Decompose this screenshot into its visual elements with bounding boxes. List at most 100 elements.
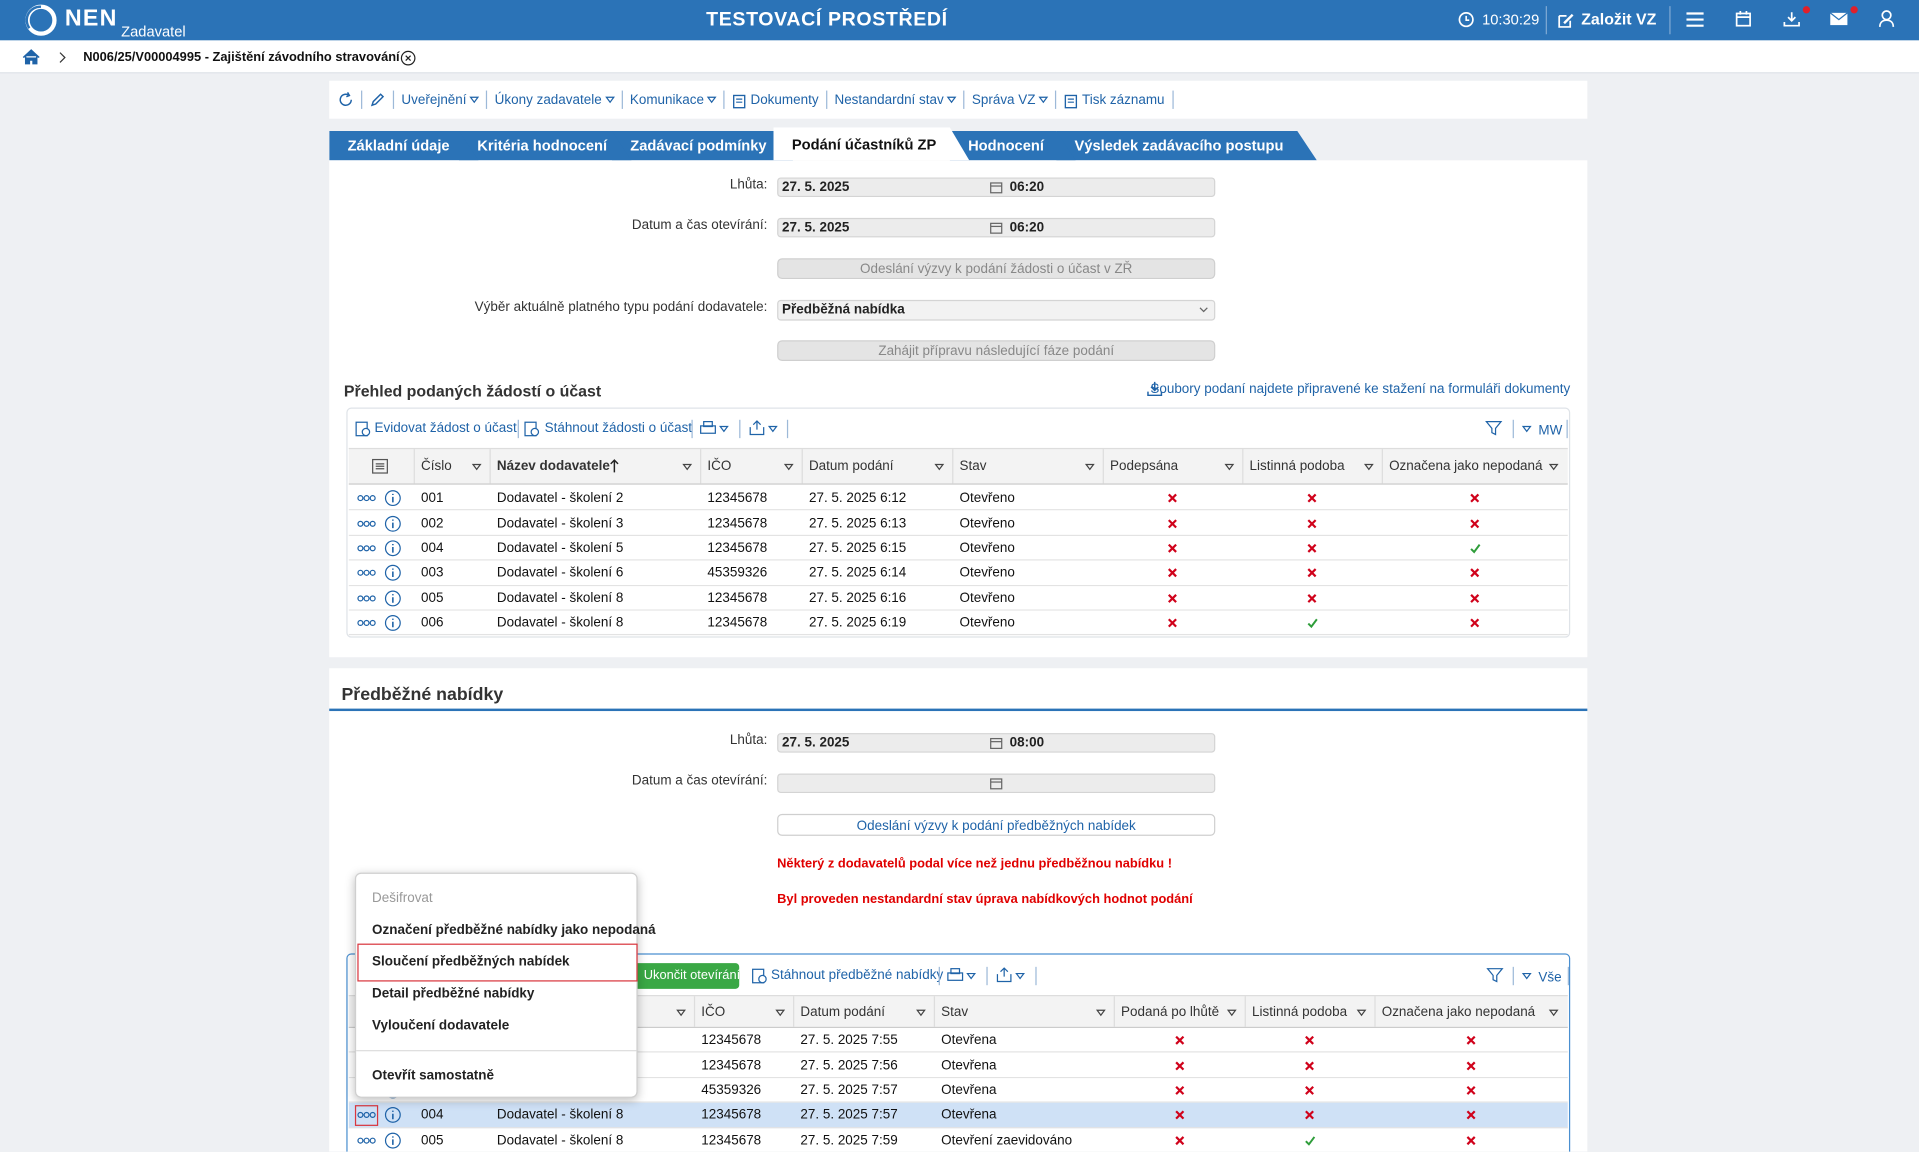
cell-text: 005 (421, 590, 444, 606)
menu-item: Dešifrovat (372, 890, 433, 906)
toolbar-label: Nestandardní stav (834, 92, 944, 108)
cross-mark (1466, 1061, 1475, 1070)
column-header: Datum podání (800, 1004, 885, 1019)
cell-text: 27. 5. 2025 6:12 (808, 490, 907, 506)
focus-outline (354, 1105, 379, 1127)
tab[interactable]: Podání účastníků ZP (773, 127, 969, 160)
action-link[interactable]: Stáhnout žádosti o účast (544, 421, 693, 436)
dropdown-arrow (1084, 463, 1095, 471)
tab-label[interactable]: Kritéria hodnocení (477, 137, 608, 155)
cross-mark (1174, 1061, 1184, 1070)
button-label[interactable]: Ukončit otevírání (643, 968, 741, 983)
divider (1545, 6, 1547, 35)
button[interactable] (777, 813, 1216, 836)
menu-icon (1686, 12, 1704, 27)
button[interactable] (777, 258, 1216, 280)
clock-time: 10:30:29 (1482, 11, 1540, 29)
column-divider (693, 996, 696, 1027)
field-label: Lhůta: (729, 733, 768, 748)
select (777, 299, 1216, 321)
menu-item[interactable]: Vyloučení dodavatele (372, 1018, 510, 1033)
input (777, 217, 1216, 238)
toolbar-item[interactable]: Správa VZ (965, 90, 1057, 109)
calendar-icon (990, 182, 1003, 194)
menu-item[interactable]: Označení předběžné nabídky jako nepodaná (372, 922, 656, 938)
dropdown-arrow (604, 96, 615, 104)
menu-item[interactable]: Sloučení předběžných nabídek (372, 954, 570, 970)
cross-mark (1307, 543, 1317, 553)
tab[interactable]: Základní údaje (329, 131, 478, 160)
cell-text: Otevřena (941, 1083, 997, 1098)
dropdown-arrow (783, 463, 794, 471)
cross-mark (1307, 518, 1317, 528)
filter-icon (1486, 968, 1504, 983)
dropdown-arrow (1226, 1009, 1237, 1016)
dropdown-arrow (719, 425, 729, 433)
tab[interactable]: Výsledek zadávacího postupu (1056, 131, 1317, 160)
notification-dot (1850, 6, 1858, 14)
dropdown-arrow (1015, 972, 1025, 980)
cell-text: 002 (421, 515, 444, 531)
tab-label[interactable]: Hodnocení (968, 137, 1044, 155)
cross-mark (1307, 493, 1317, 503)
button[interactable] (777, 340, 1216, 362)
menu-item[interactable]: Detail předběžné nabídky (372, 986, 535, 1002)
action-link[interactable]: Evidovat žádost o účast (374, 421, 517, 436)
cross-mark (1174, 1135, 1184, 1145)
table-row (348, 610, 1568, 636)
tab-label[interactable]: Zadávací podmínky (630, 137, 767, 155)
cell-text: Otevřeno (959, 540, 1015, 556)
divider (517, 419, 519, 439)
cell-text: 27. 5. 2025 6:19 (808, 615, 907, 631)
divider (361, 90, 363, 109)
cell-text: Otevřeno (959, 615, 1015, 631)
context-menu: Dešifrovat Označení předběžné nabídky jak… (354, 872, 656, 1098)
button-label: Odeslání výzvy k podání žádosti o účast … (860, 261, 1133, 277)
dropdown-arrow (1356, 1009, 1367, 1016)
field-label: Datum a čas otevírání: (631, 217, 768, 233)
cross-mark (1469, 593, 1479, 603)
cell-text: Otevřena (941, 1108, 997, 1123)
dropdown-arrow (1095, 1009, 1106, 1016)
dropdown-arrow (676, 1009, 686, 1016)
tab[interactable]: Hodnocení (950, 131, 1076, 160)
toolbar-item[interactable]: Tisk záznamu (1056, 90, 1174, 109)
toolbar-item[interactable]: Komunikace (623, 90, 725, 109)
toolbar-item[interactable]: Dokumenty (725, 90, 828, 109)
toolbar-item[interactable]: Úkony zadavatele (487, 90, 623, 109)
home-icon (22, 49, 40, 65)
cell-text: 27. 5. 2025 6:15 (808, 540, 907, 556)
column-divider (1102, 449, 1104, 484)
cell-text: Dodavatel - školení 8 (496, 590, 624, 606)
tab-label[interactable]: Výsledek zadávacího postupu (1074, 137, 1284, 155)
table-row (348, 585, 1568, 611)
action-link[interactable]: Stáhnout předběžné nabídky (771, 968, 944, 983)
dropdown-arrow (707, 96, 717, 104)
cross-mark (1469, 493, 1479, 503)
column-divider (801, 449, 803, 484)
menu-item[interactable]: Otevřít samostatně (372, 1068, 495, 1084)
menu-separator (356, 1050, 637, 1052)
cross-mark (1305, 1110, 1314, 1120)
cell-text: 27. 5. 2025 7:56 (800, 1058, 898, 1073)
tab-label[interactable]: Základní údaje (347, 137, 450, 155)
toolbar-label: Úkony zadavatele (494, 92, 602, 108)
toolbar-item[interactable]: Uveřejnění (401, 90, 488, 109)
table-row (348, 510, 1568, 536)
cell-text: 12345678 (707, 515, 768, 531)
create-button[interactable]: Založit VZ (1581, 9, 1657, 29)
tab-label[interactable]: Podání účastníků ZP (791, 135, 937, 153)
cell-text: 27. 5. 2025 7:57 (800, 1083, 898, 1098)
logo-text: NEN (64, 6, 118, 32)
tab[interactable]: Kritéria hodnocení (459, 131, 632, 160)
toolbar-item[interactable]: Nestandardní stav (827, 90, 965, 109)
tab[interactable]: Zadávací podmínky (612, 131, 793, 160)
button[interactable] (626, 963, 740, 989)
column-header: Listinná podoba (1249, 458, 1345, 474)
dropdown-arrow (934, 463, 945, 471)
print-icon (700, 421, 716, 434)
dropdown-arrow (471, 463, 482, 471)
toolbar-items: Uveřejnění Úkony zadavatele Komunikace Doku… (401, 90, 1174, 109)
cell-text: 27. 5. 2025 7:57 (800, 1108, 898, 1123)
cross-mark (1466, 1110, 1475, 1120)
